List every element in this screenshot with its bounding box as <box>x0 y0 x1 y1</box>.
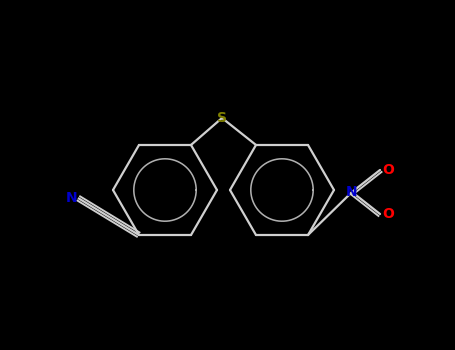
Text: N: N <box>66 191 78 205</box>
Text: O: O <box>382 207 394 221</box>
Text: O: O <box>382 163 394 177</box>
Text: S: S <box>217 111 227 125</box>
Text: N: N <box>346 185 358 199</box>
